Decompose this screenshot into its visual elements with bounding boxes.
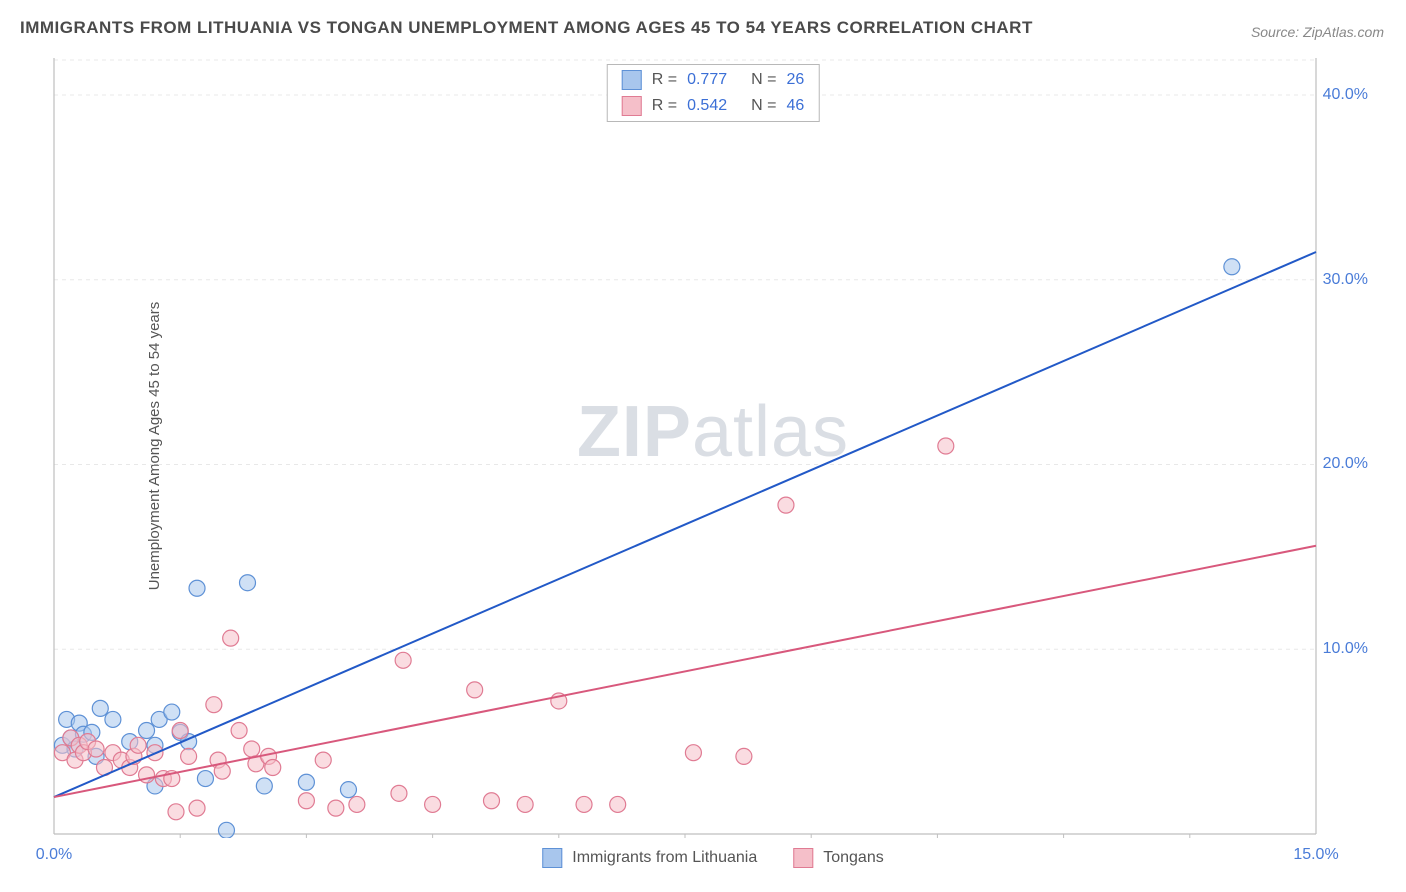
data-point — [483, 793, 499, 809]
data-point — [189, 800, 205, 816]
x-tick-label: 15.0% — [1293, 846, 1338, 864]
data-point — [244, 741, 260, 757]
data-point — [610, 796, 626, 812]
legend-swatch — [622, 96, 642, 116]
scatter-plot-svg — [50, 58, 1376, 838]
data-point — [256, 778, 272, 794]
data-point — [139, 723, 155, 739]
data-point — [425, 796, 441, 812]
legend-label: Tongans — [823, 849, 884, 867]
data-point — [105, 711, 121, 727]
legend-item: Immigrants from Lithuania — [542, 848, 757, 868]
data-point — [130, 737, 146, 753]
r-label: R = — [652, 71, 677, 89]
data-point — [467, 682, 483, 698]
data-point — [218, 822, 234, 838]
data-point — [197, 771, 213, 787]
y-tick-label: 30.0% — [1323, 271, 1368, 289]
stats-legend: R = 0.777 N = 26 R = 0.542 N = 46 — [607, 64, 820, 122]
data-point — [349, 796, 365, 812]
y-tick-label: 40.0% — [1323, 86, 1368, 104]
data-point — [517, 796, 533, 812]
data-point — [1224, 259, 1240, 275]
data-point — [231, 723, 247, 739]
stats-row: R = 0.777 N = 26 — [608, 67, 819, 93]
data-point — [395, 652, 411, 668]
plot-area: ZIPatlas R = 0.777 N = 26 R = 0.542 N = … — [50, 58, 1376, 838]
source-attribution: Source: ZipAtlas.com — [1251, 24, 1384, 40]
y-tick-label: 20.0% — [1323, 455, 1368, 473]
chart-title: IMMIGRANTS FROM LITHUANIA VS TONGAN UNEM… — [20, 18, 1033, 38]
data-point — [736, 748, 752, 764]
n-label: N = — [751, 71, 776, 89]
data-point — [172, 723, 188, 739]
data-point — [88, 741, 104, 757]
r-value: 0.777 — [687, 71, 727, 89]
data-point — [92, 700, 108, 716]
data-point — [778, 497, 794, 513]
data-point — [168, 804, 184, 820]
data-point — [315, 752, 331, 768]
data-point — [265, 759, 281, 775]
data-point — [189, 580, 205, 596]
data-point — [223, 630, 239, 646]
data-point — [298, 774, 314, 790]
legend-swatch — [793, 848, 813, 868]
data-point — [240, 575, 256, 591]
n-label: N = — [751, 97, 776, 115]
n-value: 46 — [786, 97, 804, 115]
y-tick-label: 10.0% — [1323, 640, 1368, 658]
r-value: 0.542 — [687, 97, 727, 115]
legend-swatch — [622, 70, 642, 90]
data-point — [181, 748, 197, 764]
data-point — [206, 697, 222, 713]
r-label: R = — [652, 97, 677, 115]
n-value: 26 — [786, 71, 804, 89]
x-tick-label: 0.0% — [36, 846, 72, 864]
data-point — [938, 438, 954, 454]
data-point — [298, 793, 314, 809]
legend-swatch — [542, 848, 562, 868]
data-point — [391, 785, 407, 801]
trend-line — [54, 252, 1316, 797]
data-point — [576, 796, 592, 812]
data-point — [164, 704, 180, 720]
series-legend: Immigrants from Lithuania Tongans — [542, 848, 883, 868]
data-point — [685, 745, 701, 761]
legend-label: Immigrants from Lithuania — [572, 849, 757, 867]
data-point — [340, 782, 356, 798]
data-point — [328, 800, 344, 816]
stats-row: R = 0.542 N = 46 — [608, 93, 819, 119]
legend-item: Tongans — [793, 848, 884, 868]
